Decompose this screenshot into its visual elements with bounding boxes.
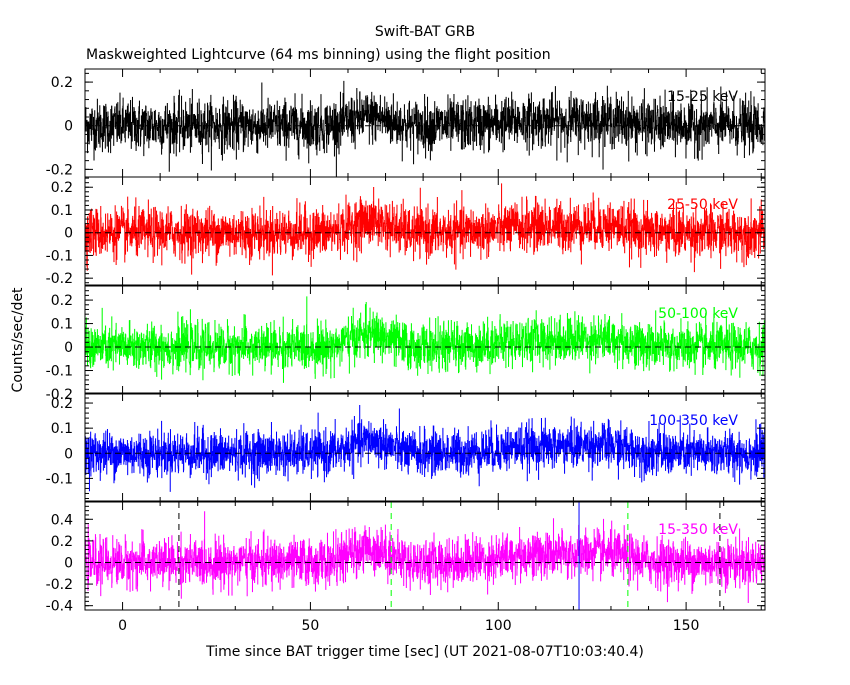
x-tick-label: 50 xyxy=(302,618,320,634)
y-tick-label: -0.2 xyxy=(46,162,73,178)
y-tick-label: 0 xyxy=(64,119,73,135)
panel-label-2: 25-50 keV xyxy=(667,197,738,213)
y-tick-label: -0.1 xyxy=(46,364,73,380)
y-tick-label: -0.2 xyxy=(46,387,73,403)
series-line-2 xyxy=(85,183,765,276)
panel-4: -0.1 0 0.1 0.2 100-350 keV xyxy=(46,392,766,502)
panel-label-5: 15-350 keV xyxy=(658,522,738,538)
series-line-4 xyxy=(85,404,765,492)
panel-frame xyxy=(84,501,766,611)
y-tick-label: -0.2 xyxy=(46,577,73,593)
y-tick-label: 0.2 xyxy=(51,180,73,196)
x-axis-label: Time since BAT trigger time [sec] (UT 20… xyxy=(205,644,644,660)
y-tick-label: 0.1 xyxy=(51,421,73,437)
y-tick-label: 0.4 xyxy=(51,512,73,528)
y-tick-label: -0.1 xyxy=(46,471,73,487)
panels-group: -0.2 0 0.2 15-25 keV -0.2 -0.1 0 0.1 0.2 25-50 ke… xyxy=(46,68,766,634)
series-line-5 xyxy=(85,511,765,604)
y-tick-label: 0 xyxy=(64,226,73,242)
x-tick-label: 0 xyxy=(118,618,127,634)
y-tick-label: 0 xyxy=(64,555,73,571)
y-tick-label: -0.2 xyxy=(46,271,73,287)
y-tick-label: 0 xyxy=(64,340,73,356)
panel-2: -0.2 -0.1 0 0.1 0.2 25-50 keV xyxy=(46,176,766,287)
y-tick-label: 0.2 xyxy=(51,75,73,91)
y-tick-label: 0.1 xyxy=(51,203,73,219)
x-tick-label: 100 xyxy=(485,618,512,634)
y-tick-label: -0.4 xyxy=(46,599,73,615)
series-line-3 xyxy=(85,296,765,383)
y-tick-label: 0.2 xyxy=(51,396,73,412)
panel-label-3: 50-100 keV xyxy=(658,306,738,322)
y-tick-label: 0 xyxy=(64,446,73,462)
y-tick-label: 0.2 xyxy=(51,293,73,309)
y-tick-label: -0.1 xyxy=(46,248,73,264)
series-line-1 xyxy=(85,80,765,177)
panel-label-4: 100-350 keV xyxy=(649,413,738,429)
y-tick-label: 0.1 xyxy=(51,317,73,333)
panel-label-1: 15-25 keV xyxy=(667,89,738,105)
panel-3: -0.2 -0.1 0 0.1 0.2 50-100 keV xyxy=(46,285,766,403)
y-tick-label: 0.2 xyxy=(51,534,73,550)
panel-frame xyxy=(84,285,766,395)
panel-5: -0.4 -0.2 0 0.2 0.4 15-350 keV xyxy=(46,501,766,615)
panel-frame xyxy=(84,176,766,286)
x-tick-label: 150 xyxy=(673,618,700,634)
panel-1: -0.2 0 0.2 15-25 keV xyxy=(46,68,766,178)
y-axis-label: Counts/sec/det xyxy=(10,287,26,392)
chart-title: Swift-BAT GRB xyxy=(375,24,475,40)
chart-subtitle: Maskweighted Lightcurve (64 ms binning) … xyxy=(86,47,551,63)
panel-frame xyxy=(84,392,766,502)
